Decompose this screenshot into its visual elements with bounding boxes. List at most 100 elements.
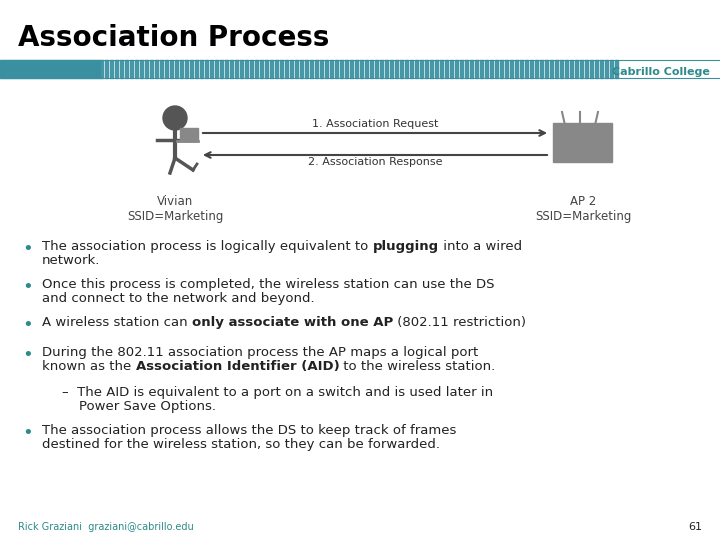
Bar — [300, 60, 302, 78]
Text: (802.11 restriction): (802.11 restriction) — [393, 316, 526, 329]
Bar — [200, 60, 202, 78]
Text: 61: 61 — [688, 522, 702, 532]
Bar — [220, 60, 222, 78]
Bar — [140, 60, 143, 78]
Bar — [440, 60, 443, 78]
Text: Once this process is completed, the wireless station can use the DS: Once this process is completed, the wire… — [42, 278, 495, 291]
Text: •: • — [22, 424, 32, 442]
Bar — [570, 60, 572, 78]
Text: plugging: plugging — [372, 240, 438, 253]
Bar — [260, 60, 263, 78]
Text: destined for the wireless station, so they can be forwarded.: destined for the wireless station, so th… — [42, 438, 440, 451]
Text: into a wired: into a wired — [438, 240, 522, 253]
Bar — [310, 60, 312, 78]
Text: The association process is logically equivalent to: The association process is logically equ… — [42, 240, 372, 253]
Bar — [250, 60, 253, 78]
Bar — [460, 60, 462, 78]
Bar — [400, 60, 402, 78]
Bar — [115, 60, 117, 78]
Bar — [345, 60, 348, 78]
Bar — [520, 60, 523, 78]
Bar — [190, 60, 192, 78]
Text: Power Save Options.: Power Save Options. — [62, 400, 216, 413]
Bar — [585, 60, 588, 78]
Bar — [105, 60, 107, 78]
Bar — [185, 60, 187, 78]
Bar — [215, 60, 217, 78]
Text: •: • — [22, 278, 32, 296]
Bar — [375, 60, 377, 78]
Bar — [425, 60, 428, 78]
Bar — [325, 60, 328, 78]
Bar — [505, 60, 508, 78]
Bar — [405, 60, 408, 78]
Text: Vivian
SSID=Marketing: Vivian SSID=Marketing — [127, 195, 223, 223]
Text: –  The AID is equivalent to a port on a switch and is used later in: – The AID is equivalent to a port on a s… — [62, 386, 493, 399]
Bar — [135, 60, 138, 78]
Bar — [245, 60, 248, 78]
Bar — [510, 60, 513, 78]
Text: network.: network. — [42, 254, 100, 267]
Bar — [410, 60, 413, 78]
Bar — [365, 60, 367, 78]
Bar — [280, 60, 282, 78]
Bar — [480, 60, 482, 78]
Bar — [130, 60, 132, 78]
Bar — [575, 60, 577, 78]
Bar — [495, 60, 498, 78]
Bar — [390, 60, 392, 78]
Text: to the wireless station.: to the wireless station. — [339, 360, 495, 373]
Bar — [475, 60, 477, 78]
Bar — [545, 60, 547, 78]
Text: •: • — [22, 240, 32, 258]
Bar — [180, 60, 182, 78]
Bar — [395, 60, 397, 78]
Bar — [615, 60, 618, 78]
Text: and connect to the network and beyond.: and connect to the network and beyond. — [42, 292, 315, 305]
Bar — [600, 60, 603, 78]
Bar — [560, 60, 562, 78]
Bar — [385, 60, 387, 78]
Bar — [465, 60, 467, 78]
Text: Association Identifier (AID): Association Identifier (AID) — [135, 360, 339, 373]
Bar — [180, 128, 198, 141]
Bar — [485, 60, 487, 78]
Text: 1. Association Request: 1. Association Request — [312, 119, 438, 129]
Bar — [500, 60, 503, 78]
Bar — [235, 60, 238, 78]
Bar — [255, 60, 258, 78]
Bar — [590, 60, 593, 78]
Bar — [380, 60, 382, 78]
Bar — [580, 60, 582, 78]
Bar — [360, 60, 362, 78]
Bar — [330, 60, 333, 78]
Text: known as the: known as the — [42, 360, 135, 373]
Bar — [155, 60, 158, 78]
Bar — [120, 60, 122, 78]
Bar — [470, 60, 472, 78]
Bar — [0, 60, 100, 78]
Bar — [210, 60, 212, 78]
Circle shape — [163, 106, 187, 130]
Bar — [230, 60, 233, 78]
Bar — [170, 60, 173, 78]
Text: 2. Association Response: 2. Association Response — [307, 157, 442, 167]
Bar — [165, 60, 168, 78]
Bar — [490, 60, 492, 78]
Bar — [315, 60, 318, 78]
Bar — [145, 60, 148, 78]
Bar — [350, 60, 353, 78]
Bar — [150, 60, 153, 78]
Bar — [435, 60, 438, 78]
Text: A wireless station can: A wireless station can — [42, 316, 192, 329]
Bar — [430, 60, 433, 78]
Bar — [415, 60, 418, 78]
Bar — [100, 60, 102, 78]
Bar — [550, 60, 552, 78]
Text: Association Process: Association Process — [18, 24, 329, 52]
Bar — [420, 60, 423, 78]
Bar — [525, 60, 528, 78]
Text: During the 802.11 association process the AP maps a logical port: During the 802.11 association process th… — [42, 346, 478, 359]
Bar — [555, 60, 557, 78]
Bar — [110, 60, 112, 78]
